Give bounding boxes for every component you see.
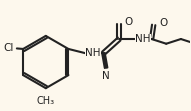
- Text: NH: NH: [85, 48, 101, 58]
- Text: O: O: [124, 17, 133, 27]
- Text: N: N: [102, 71, 110, 81]
- Text: CH₃: CH₃: [37, 95, 55, 106]
- Text: O: O: [159, 18, 167, 28]
- Text: NH: NH: [135, 34, 151, 44]
- Text: Cl: Cl: [4, 43, 14, 53]
